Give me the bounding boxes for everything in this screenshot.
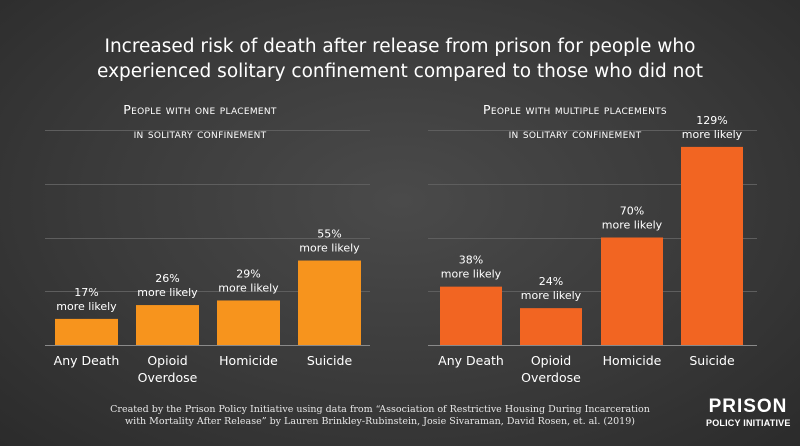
right-panel-title: People with multiple placements in solit… <box>430 98 720 146</box>
right-x-tick-label-2-line-1: Opioid <box>531 353 571 368</box>
logo-top-text: PRISON <box>708 396 788 417</box>
prison-policy-initiative-logo: PRISON POLICY INITIATIVE <box>706 397 790 429</box>
left-x-tick-label-1-line-1: Any Death <box>54 353 120 368</box>
right-x-tick-label-2-line-2: Overdose <box>521 370 581 385</box>
page-title-line-1: Increased risk of death after release fr… <box>104 36 696 57</box>
right-bar-3 <box>601 237 663 345</box>
left-bar-4 <box>298 260 361 345</box>
left-x-tick-label-3-line-1: Homicide <box>219 353 278 368</box>
left-panel-title-line-2: in solitary confinement <box>133 126 267 141</box>
left-x-tick-label-2-line-2: Overdose <box>138 370 198 385</box>
left-panel-title: People with one placement in solitary co… <box>60 98 340 146</box>
source-footer: Created by the Prison Policy Initiative … <box>100 404 660 428</box>
right-data-label-3-text: more likely <box>602 219 663 232</box>
right-data-label-4-text: more likely <box>682 128 743 141</box>
left-bar-3 <box>217 300 280 345</box>
right-data-label-1-value: 38% <box>459 254 483 267</box>
right-panel-title-line-2: in solitary confinement <box>508 126 642 141</box>
left-bar-1 <box>55 318 118 345</box>
right-data-label-3-value: 70% <box>620 205 644 218</box>
right-bar-1 <box>440 286 502 345</box>
left-data-label-2-value: 26% <box>155 272 179 285</box>
left-data-label-2-text: more likely <box>137 286 198 299</box>
right-panel-title-line-1: People with multiple placements <box>483 102 667 117</box>
page-title-line-2: experienced solitary confinement compare… <box>97 61 703 82</box>
page-title: Increased risk of death after release fr… <box>0 34 800 84</box>
logo-bottom-text: POLICY INITIATIVE <box>706 418 791 428</box>
right-bar-2 <box>520 308 582 345</box>
left-data-label-3-value: 29% <box>236 267 260 280</box>
left-panel-title-line-1: People with one placement <box>123 102 277 117</box>
left-bar-2 <box>136 305 199 345</box>
source-footer-line-1: Created by the Prison Policy Initiative … <box>110 404 650 415</box>
left-x-tick-label-4-line-1: Suicide <box>307 353 353 368</box>
right-bar-4 <box>681 146 743 345</box>
right-data-label-4-value: 129% <box>696 114 727 127</box>
source-footer-line-2: with Mortality After Release” by Lauren … <box>125 416 635 427</box>
left-data-label-4-text: more likely <box>299 242 360 255</box>
right-x-tick-label-3-line-1: Homicide <box>603 353 662 368</box>
left-data-label-4-value: 55% <box>317 228 341 241</box>
right-data-label-1-text: more likely <box>441 268 502 281</box>
right-data-label-2-text: more likely <box>521 289 582 302</box>
left-data-label-1-value: 17% <box>74 286 98 299</box>
right-data-label-2-value: 24% <box>539 275 563 288</box>
left-data-label-3-text: more likely <box>218 281 279 294</box>
right-x-tick-label-1-line-1: Any Death <box>438 353 504 368</box>
left-data-label-1-text: more likely <box>56 300 117 313</box>
left-x-tick-label-2-line-1: Opioid <box>147 353 187 368</box>
right-x-tick-label-4-line-1: Suicide <box>689 353 735 368</box>
